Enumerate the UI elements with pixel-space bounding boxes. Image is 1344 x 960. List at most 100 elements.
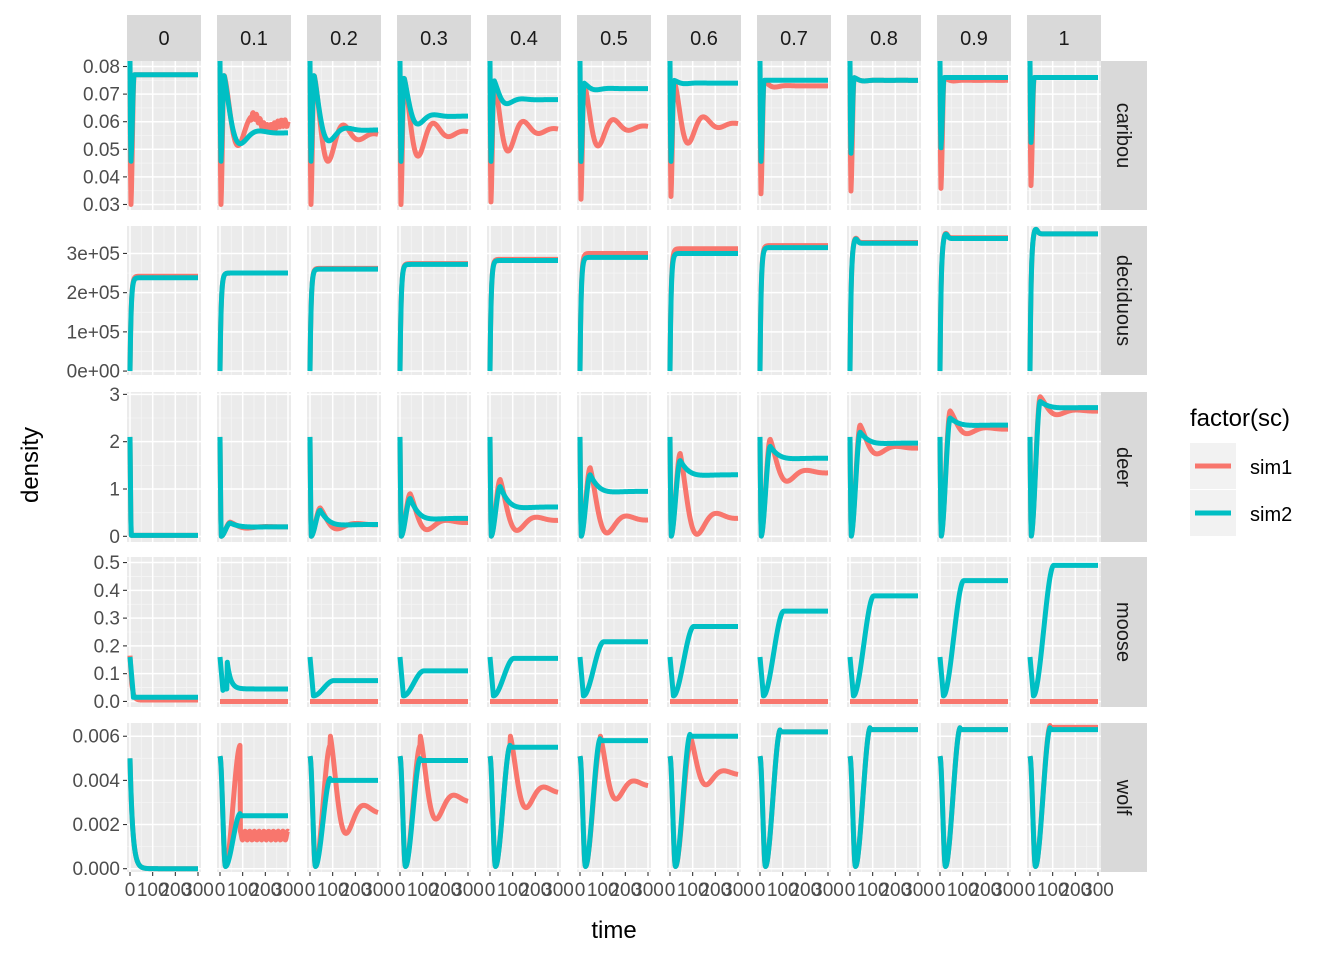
panel-moose-0 [127,557,201,707]
panel-deciduous-1 [1027,226,1101,375]
col-strip-4 [487,15,561,61]
col-strip-label: 1 [1058,28,1069,50]
row-strip-label: moose [1112,602,1134,662]
series-line-sim2 [307,656,381,699]
series-line-sim2 [397,261,470,372]
series-line-sim2 [1027,725,1101,869]
panel-caribou-0.7 [757,61,831,210]
series-line-sim1 [577,61,651,202]
panel-moose-0.6 [667,557,741,707]
series-line-sim2 [127,275,200,372]
series-line-sim2 [1027,562,1101,699]
series-line-sim1 [757,436,831,539]
panel-moose-1 [1027,557,1101,707]
x-tick-label: 200 [429,880,461,901]
panel-moose-0.3 [397,557,471,707]
x-tick-label: 300 [992,880,1024,901]
x-tick-label: 0 [1025,880,1036,901]
panel-wolf-0.9 [937,723,1011,872]
series-line-sim2 [847,429,921,539]
x-tick-label: 100 [677,880,709,901]
panel-deciduous-0.5 [577,226,651,375]
panel-deer-0.3 [397,392,471,542]
series-line-sim2 [1027,226,1100,372]
x-tick-label: 300 [902,880,934,901]
y-tick-label: 0e+00 [67,362,120,383]
series-line-sim2 [667,623,741,699]
y-axes: 0.030.040.050.060.070.080e+001e+052e+053… [67,57,127,880]
x-tick-label: 300 [362,880,394,901]
x-tick-label: 100 [227,880,259,901]
panel-caribou-0.6 [667,61,741,210]
panel-deer-0.9 [937,392,1011,542]
x-tick-label: 100 [587,880,619,901]
panel-wolf-0.4 [487,723,561,872]
series-line-sim2 [487,61,561,164]
series-line-sim2 [1027,61,1101,145]
panel-deciduous-0 [127,226,201,375]
y-tick-label: 0.5 [94,553,120,574]
x-tick-label: 300 [722,880,754,901]
series-line-sim2 [757,436,831,539]
series-line-sim2 [577,436,651,539]
x-tick-label: 0 [575,880,586,901]
col-strip-10 [1027,15,1101,61]
x-tick-label: 200 [339,880,371,901]
row-strip-caribou [1101,61,1147,210]
panel-deer-0.8 [847,392,921,542]
series-line-sim2 [937,61,1011,151]
x-tick-label: 200 [609,880,641,901]
series-line-sim1 [577,250,650,372]
series-line-sim2 [397,436,471,539]
x-tick-label: 200 [789,880,821,901]
series-line-sim1 [487,436,561,539]
panel-caribou-0.8 [847,61,921,210]
x-tick-label: 200 [699,880,731,901]
legend-label-sim2: sim2 [1250,504,1292,526]
series-line-sim2 [127,656,201,700]
series-line-sim2 [847,725,921,869]
y-tick-label: 1 [109,480,120,501]
y-tick-label: 0.000 [72,859,120,880]
legend-title: factor(sc) [1190,405,1290,432]
row-strip-deciduous [1101,226,1147,375]
x-tick-label: 0 [665,880,676,901]
panel-deer-0.2 [307,392,381,542]
series-line-sim2 [487,258,560,372]
series-line-sim1 [667,61,741,199]
panel-caribou-0.4 [487,61,561,210]
col-strip-3 [397,15,471,61]
series-line-sim2 [937,231,1010,372]
col-strip-2 [307,15,381,61]
series-line-sim2 [217,436,291,539]
col-strip-8 [847,15,921,61]
x-tick-label: 300 [452,880,484,901]
legend: factor(sc) sim1 sim2 [1190,405,1292,536]
x-tick-label: 200 [879,880,911,901]
series-line-sim1 [667,246,740,372]
panel-caribou-0 [127,61,201,210]
panel-wolf-0.8 [847,723,921,872]
x-tick-label: 100 [857,880,889,901]
x-tick-label: 200 [969,880,1001,901]
series-line-sim2 [937,415,1011,539]
y-tick-label: 3e+05 [67,244,120,265]
x-tick-label: 0 [935,880,946,901]
y-tick-label: 2e+05 [67,283,120,304]
panel-deer-0.4 [487,392,561,542]
series-line-sim2 [667,436,741,539]
series-line-sim1 [217,742,291,869]
panel-deciduous-0.8 [847,226,921,375]
col-strip-label: 0.9 [960,28,988,50]
series-line-sim2 [127,61,201,164]
series-line-sim2 [757,608,831,699]
series-line-sim2 [487,742,561,869]
series-line-sim2 [397,755,471,869]
series-line-sim2 [577,254,650,372]
series-line-sim2 [397,61,471,164]
panel-deer-0.6 [667,392,741,542]
series-line-sim2 [847,61,921,156]
x-tick-label: 300 [542,880,574,901]
panel-deciduous-0.6 [667,226,741,375]
series-line-sim1 [1027,394,1101,539]
